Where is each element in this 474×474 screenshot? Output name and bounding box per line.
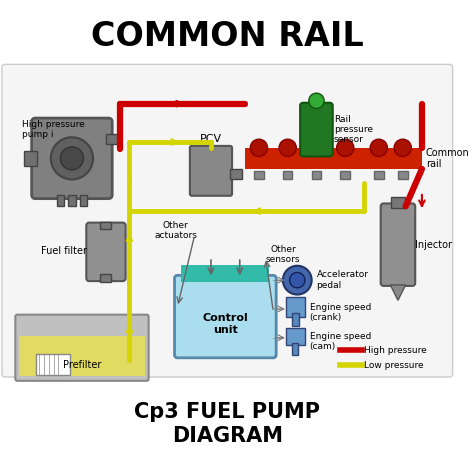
Text: Low pressure: Low pressure [365, 361, 424, 370]
Text: Other
actuators: Other actuators [154, 220, 197, 240]
Bar [398, 171, 408, 179]
Bar [311, 171, 321, 179]
Text: Injector: Injector [415, 240, 452, 250]
Circle shape [51, 137, 93, 180]
Circle shape [60, 147, 83, 170]
Circle shape [250, 139, 267, 156]
Circle shape [308, 139, 325, 156]
Bar [24, 151, 37, 166]
Bar [286, 297, 305, 317]
Text: Engine speed
(crank): Engine speed (crank) [310, 303, 371, 322]
Text: High pressure
pump i: High pressure pump i [22, 120, 85, 139]
Bar [181, 265, 269, 282]
Text: PCV: PCV [200, 134, 222, 144]
Bar [283, 171, 292, 179]
Bar [230, 169, 242, 179]
Circle shape [279, 139, 296, 156]
Text: COMMON RAIL: COMMON RAIL [91, 20, 364, 53]
FancyBboxPatch shape [300, 103, 333, 156]
Text: Other
sensors: Other sensors [265, 245, 300, 264]
Bar [254, 171, 264, 179]
Bar [56, 195, 64, 206]
FancyBboxPatch shape [174, 275, 276, 358]
Text: Fuel filter: Fuel filter [41, 246, 87, 256]
Circle shape [370, 139, 387, 156]
Text: DIAGRAM: DIAGRAM [172, 427, 283, 447]
Text: Engine speed
(cam): Engine speed (cam) [310, 332, 371, 351]
Bar [245, 148, 422, 169]
Bar [68, 195, 76, 206]
Text: High pressure: High pressure [365, 346, 427, 355]
FancyBboxPatch shape [190, 146, 232, 196]
Circle shape [290, 273, 305, 288]
Text: Control
unit: Control unit [202, 313, 248, 335]
Bar [292, 344, 298, 355]
Text: Rail
pressure
sensor: Rail pressure sensor [334, 115, 373, 145]
Circle shape [394, 139, 411, 156]
Bar [340, 171, 350, 179]
Circle shape [337, 139, 354, 156]
Text: Prefilter: Prefilter [64, 360, 101, 370]
Bar [292, 313, 299, 326]
Bar [286, 328, 305, 346]
Bar [36, 354, 70, 375]
Circle shape [283, 266, 311, 294]
FancyBboxPatch shape [2, 64, 453, 377]
Text: Accelerator
pedal: Accelerator pedal [317, 271, 368, 290]
Circle shape [309, 93, 324, 109]
Bar [19, 336, 145, 376]
Bar [80, 195, 87, 206]
Bar [391, 197, 405, 208]
Bar [100, 222, 111, 229]
Bar [107, 135, 120, 144]
FancyBboxPatch shape [86, 223, 126, 281]
Polygon shape [390, 285, 406, 301]
Text: Common
rail: Common rail [426, 147, 470, 169]
FancyBboxPatch shape [15, 315, 149, 381]
FancyBboxPatch shape [32, 118, 112, 199]
Bar [100, 274, 111, 282]
Bar [374, 171, 383, 179]
Text: Cp3 FUEL PUMP: Cp3 FUEL PUMP [134, 402, 320, 422]
FancyBboxPatch shape [381, 203, 415, 286]
